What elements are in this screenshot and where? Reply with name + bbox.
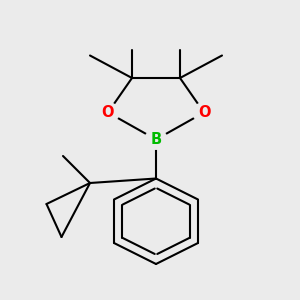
Ellipse shape [145, 130, 167, 149]
Text: O: O [198, 105, 210, 120]
Text: B: B [150, 132, 162, 147]
Ellipse shape [193, 103, 215, 122]
Text: O: O [102, 105, 114, 120]
Ellipse shape [97, 103, 119, 122]
